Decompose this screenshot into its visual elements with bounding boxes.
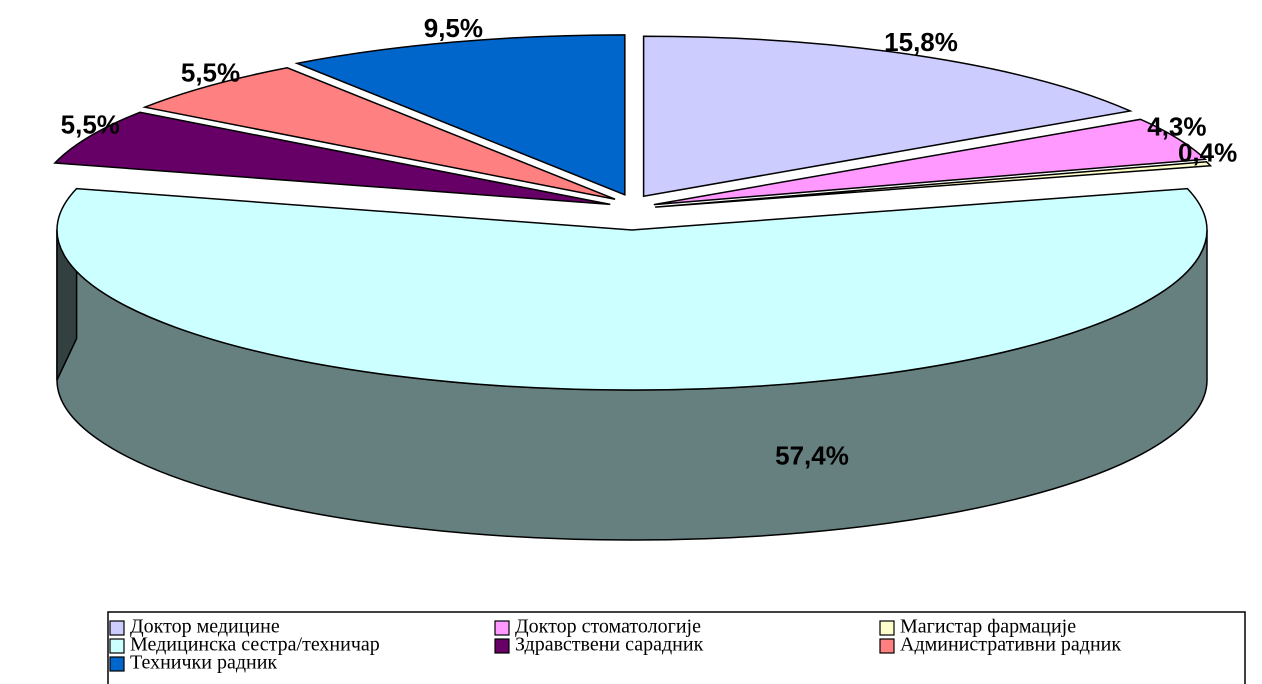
slice bbox=[53, 111, 611, 206]
legend-swatch bbox=[494, 620, 510, 636]
legend-label: Здравствени сарадник bbox=[515, 634, 704, 656]
legend-swatch bbox=[109, 638, 125, 654]
slice bbox=[642, 35, 1133, 198]
slice bbox=[653, 118, 1208, 206]
legend-swatch bbox=[879, 620, 895, 636]
legend-label: Медицинска сестра/техничар bbox=[130, 634, 380, 656]
legend-label: Магистар фармације bbox=[900, 616, 1076, 638]
value-label: 57,4% bbox=[775, 440, 849, 470]
slice bbox=[655, 161, 1213, 208]
value-label: 4,3% bbox=[1147, 112, 1206, 142]
value-label: 5,5% bbox=[181, 57, 240, 87]
value-label: 0,4% bbox=[1178, 137, 1237, 167]
legend-swatch bbox=[879, 638, 895, 654]
value-label: 15,8% bbox=[884, 27, 958, 57]
slice bbox=[56, 187, 1208, 391]
legend-box bbox=[107, 611, 1246, 684]
legend-swatch bbox=[109, 620, 125, 636]
value-label: 9,5% bbox=[424, 13, 483, 43]
value-label: 5,5% bbox=[61, 110, 120, 140]
legend-label: Доктор стоматологије bbox=[515, 616, 701, 638]
legend-label: Доктор медицине bbox=[130, 616, 280, 638]
slice bbox=[142, 66, 616, 200]
legend-label: Технички радник bbox=[130, 652, 277, 674]
legend-swatch bbox=[494, 638, 510, 654]
slice bbox=[294, 34, 626, 196]
legend-swatch bbox=[109, 656, 125, 672]
legend-label: Административни радник bbox=[900, 634, 1121, 656]
